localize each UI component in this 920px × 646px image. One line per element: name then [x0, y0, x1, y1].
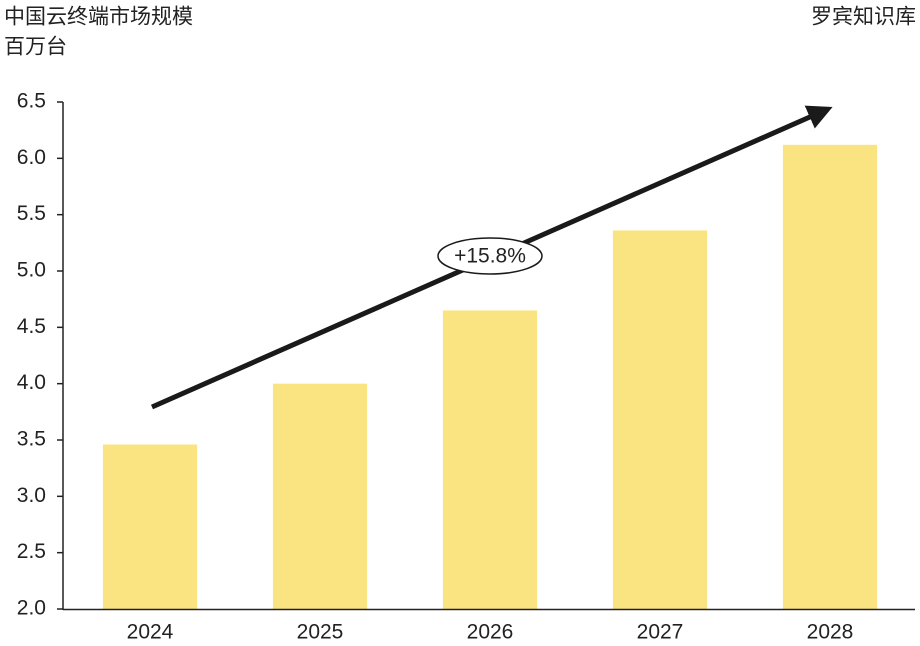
bar [612, 230, 708, 609]
y-tick-label: 3.0 [17, 484, 46, 507]
source: 罗宾知识库 [811, 6, 916, 29]
y-tick-label: 5.0 [17, 259, 46, 282]
bar [102, 444, 198, 609]
annotation: +15.8% [454, 245, 526, 268]
x-tick-label: 2025 [297, 621, 344, 644]
y-tick-label: 6.5 [17, 90, 46, 113]
y-tick-label: 4.0 [17, 371, 46, 394]
bar [442, 310, 538, 609]
x-tick-label: 2027 [637, 621, 684, 644]
y-tick-label: 6.0 [17, 146, 46, 169]
y-tick-label: 3.5 [17, 428, 46, 451]
y-tick-label: 2.5 [17, 540, 46, 563]
y-tick-label: 4.5 [17, 315, 46, 338]
y-tick-label: 5.5 [17, 202, 46, 225]
y-tick-label: 2.0 [17, 597, 46, 620]
x-tick-label: 2028 [807, 621, 854, 644]
annotation-bubble [437, 237, 543, 275]
x-tick-label: 2026 [467, 621, 514, 644]
plot [102, 144, 878, 609]
chart-subtitle: 百万台 [4, 36, 67, 59]
bar [272, 383, 368, 609]
chart-title: 中国云终端市场规模 [4, 6, 193, 29]
x-tick-label: 2024 [127, 621, 174, 644]
bar [782, 144, 878, 609]
